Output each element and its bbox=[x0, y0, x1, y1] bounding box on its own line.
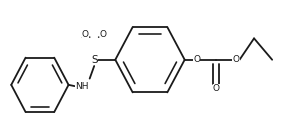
Text: O: O bbox=[82, 30, 89, 39]
Text: O: O bbox=[100, 30, 107, 39]
Text: O: O bbox=[232, 55, 239, 64]
Text: NH: NH bbox=[75, 82, 89, 91]
Text: O: O bbox=[193, 55, 200, 64]
Text: S: S bbox=[91, 55, 98, 65]
Text: O: O bbox=[213, 84, 220, 93]
